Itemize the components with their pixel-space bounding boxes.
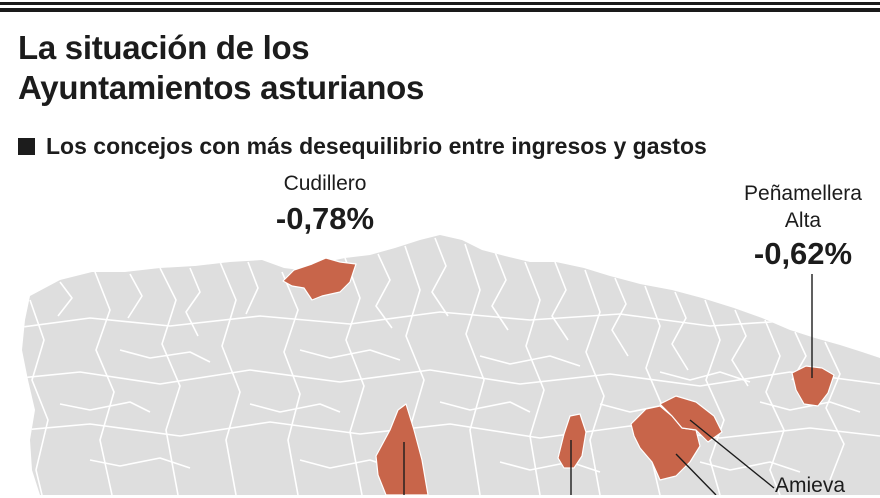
leader-lines	[403, 274, 813, 495]
municipality-valley-b	[557, 413, 587, 469]
label-penamellera-value: -0,62%	[753, 236, 853, 271]
label-penamellera-name-1: Peñamellera	[744, 182, 862, 205]
label-penamellera-name-2: Alta	[784, 209, 822, 232]
map-subtitle: Los concejos con más desequilibrio entre…	[18, 131, 707, 161]
municipality-cudillero	[282, 257, 357, 301]
highlighted-municipalities	[282, 257, 835, 495]
municipality-group-east-b	[659, 395, 723, 443]
leader-line-amieva	[689, 419, 775, 489]
municipality-valley-a	[375, 403, 429, 495]
top-rule	[0, 2, 880, 5]
top-rule-thick	[0, 8, 880, 12]
label-cudillero: Cudillero -0,78%	[255, 170, 395, 237]
subtitle-text: Los concejos con más desequilibrio entre…	[46, 132, 707, 159]
title-line-2: Ayuntamientos asturianos	[18, 69, 424, 106]
leader-line-east	[675, 453, 717, 495]
label-cudillero-name: Cudillero	[283, 172, 367, 195]
label-cudillero-value: -0,78%	[275, 201, 375, 236]
title-line-1: La situación de los	[18, 29, 310, 66]
square-bullet-icon	[18, 137, 35, 155]
label-amieva: Amieva	[775, 474, 846, 497]
label-penamellera: Peñamellera Alta -0,62%	[728, 180, 878, 272]
map-title: La situación de los Ayuntamientos asturi…	[18, 28, 424, 108]
